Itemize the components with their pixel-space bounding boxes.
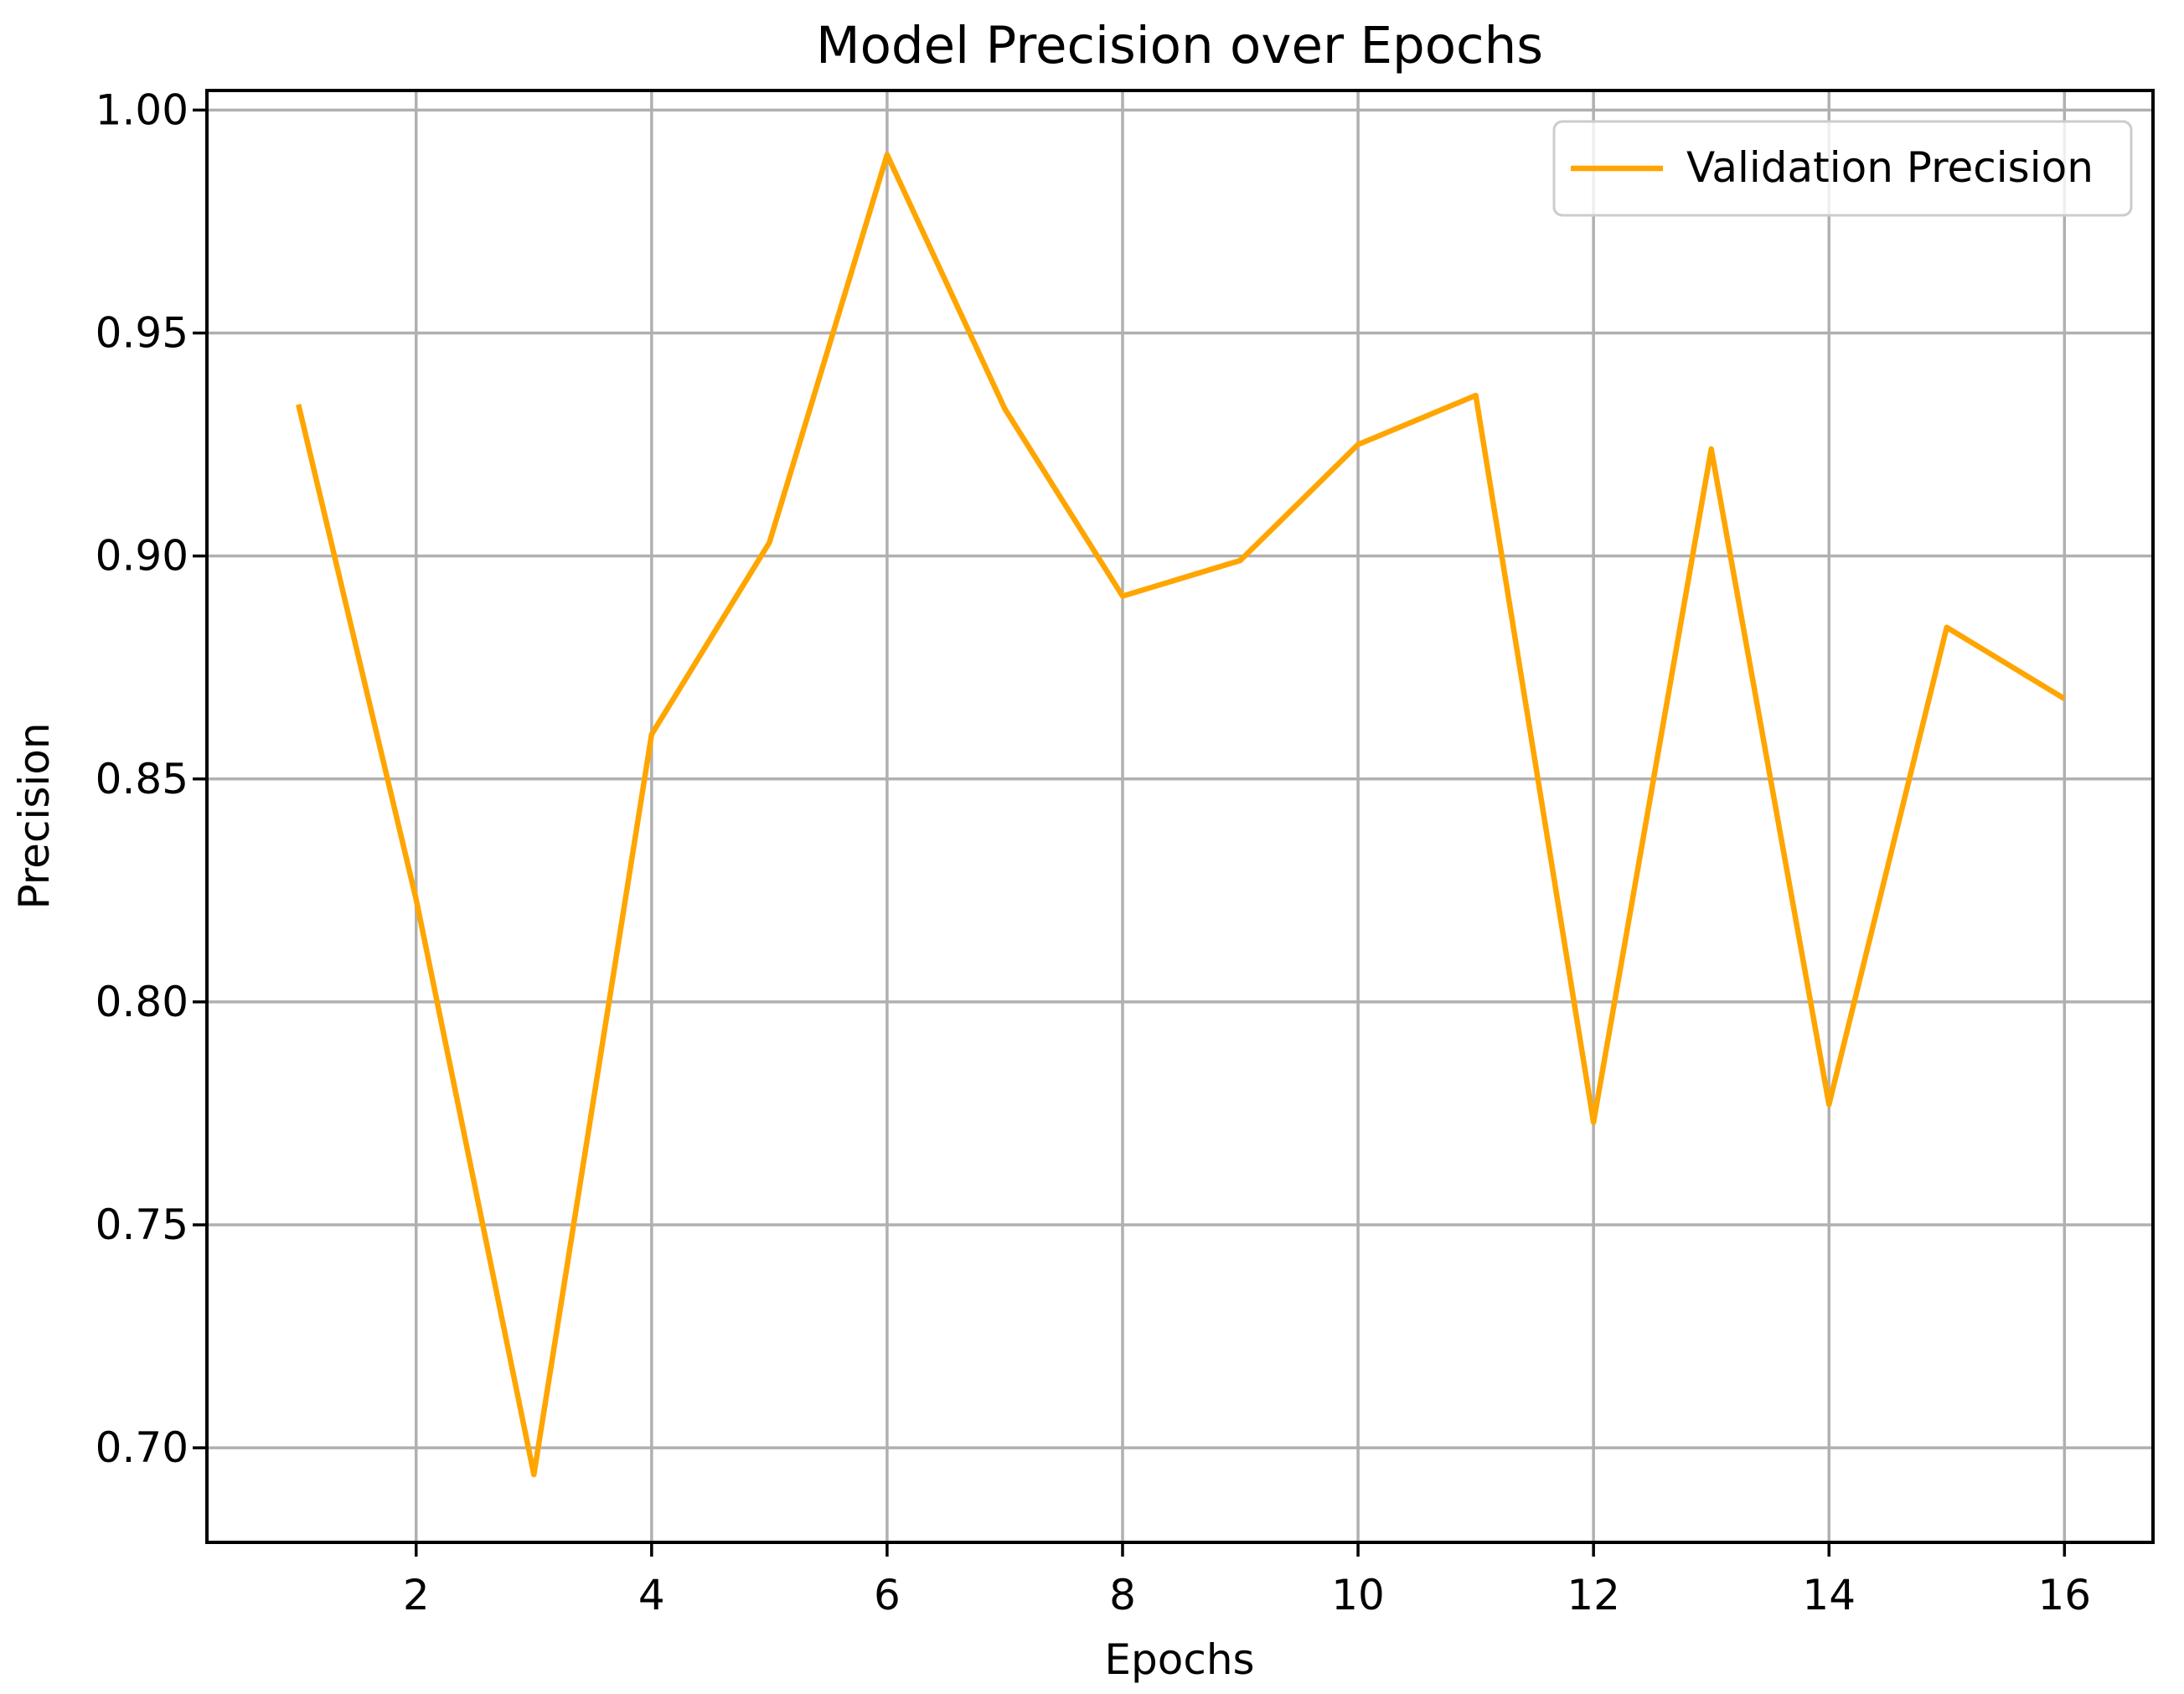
y-tick-label: 0.85 xyxy=(96,755,188,803)
x-tick-label: 6 xyxy=(874,1571,901,1619)
y-tick-label: 0.95 xyxy=(96,309,188,358)
y-tick-label: 1.00 xyxy=(96,85,188,134)
y-tick-label: 0.90 xyxy=(96,532,188,581)
y-tick-label: 0.80 xyxy=(96,978,188,1026)
y-tick-label: 0.75 xyxy=(96,1201,188,1249)
y-tick-labels: 0.70 0.75 0.80 0.85 0.90 0.95 1.00 xyxy=(96,85,188,1472)
x-tick-label: 12 xyxy=(1567,1571,1620,1619)
legend: Validation Precision xyxy=(1552,120,2133,217)
x-tick-label: 2 xyxy=(403,1571,430,1619)
series-group xyxy=(296,152,2066,1478)
x-tick-label: 8 xyxy=(1109,1571,1136,1619)
x-tick-label: 10 xyxy=(1331,1571,1385,1619)
x-tick-label: 16 xyxy=(2038,1571,2092,1619)
y-tick-label: 0.70 xyxy=(96,1423,188,1472)
chart-title: Model Precision over Epochs xyxy=(816,16,1543,75)
tick-marks xyxy=(193,108,2067,1557)
legend-box xyxy=(1552,120,2133,217)
legend-label: Validation Precision xyxy=(1686,143,2094,192)
x-tick-label: 14 xyxy=(1802,1571,1856,1619)
x-axis-label: Epochs xyxy=(1104,1635,1254,1684)
gridlines xyxy=(207,90,2153,1542)
x-tick-label: 4 xyxy=(638,1571,665,1619)
plot-area xyxy=(205,89,2155,1544)
y-axis-label: Precision xyxy=(10,722,59,909)
x-tick-labels: 2 4 6 8 10 12 14 16 xyxy=(403,1571,2091,1619)
validation-precision-line xyxy=(296,152,2066,1478)
